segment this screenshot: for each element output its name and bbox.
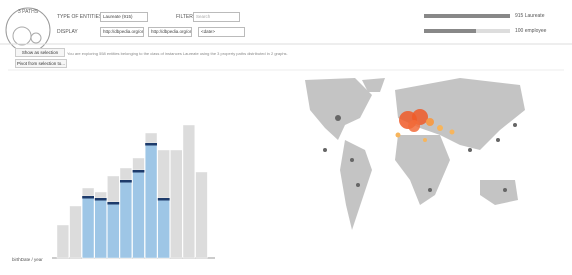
bar-cap (132, 170, 145, 173)
summary: You are exploring 558 entities belonging… (67, 51, 288, 56)
bar-cap (107, 202, 120, 205)
type-select[interactable]: Laureate (915) (100, 12, 148, 22)
display-select[interactable]: <date> (198, 27, 245, 37)
bar-cap (145, 143, 157, 146)
bar-total (195, 171, 208, 259)
map (305, 78, 525, 230)
show-selection-button[interactable]: Show as selection (15, 48, 65, 57)
filter-input[interactable]: Search (193, 12, 240, 22)
logo-text: 3 PATHS (18, 9, 39, 15)
map-markers (323, 109, 517, 192)
bar-selected (157, 197, 170, 259)
bar-cap (82, 196, 94, 199)
bar-total (69, 205, 82, 259)
display-select[interactable]: http://dbpedia.org/ont (148, 27, 192, 37)
bar-selected (94, 197, 107, 259)
axis-label: birthDate / year (12, 257, 43, 262)
label: TYPE OF ENTITIES (57, 14, 103, 20)
logo-inner (12, 26, 32, 46)
bar-cap (157, 198, 170, 201)
bar-total (170, 149, 183, 259)
bar-total (182, 124, 196, 259)
bar-selected (132, 169, 145, 259)
stat: 915 Laureate (515, 13, 545, 19)
bar-total (56, 224, 70, 259)
label: DISPLAY (57, 29, 78, 35)
logo-inner (30, 32, 42, 44)
bar-cap (120, 180, 132, 183)
stat: 100 employee (515, 28, 547, 34)
bar-selected (119, 179, 133, 259)
bar-cap (94, 198, 107, 201)
bar-selected (81, 195, 95, 259)
progress (424, 29, 476, 33)
pivot-button[interactable]: Pivot from selection to... (15, 59, 67, 68)
progress (424, 14, 510, 18)
bar-selected (107, 201, 120, 259)
display-select[interactable]: http://dbpedia.org/ont (100, 27, 144, 37)
label: FILTER (176, 14, 193, 20)
bar-selected (144, 142, 158, 259)
